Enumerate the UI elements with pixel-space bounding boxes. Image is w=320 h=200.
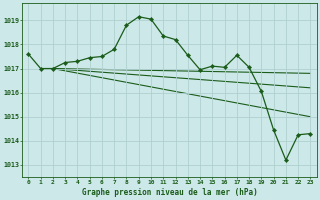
X-axis label: Graphe pression niveau de la mer (hPa): Graphe pression niveau de la mer (hPa): [82, 188, 257, 197]
